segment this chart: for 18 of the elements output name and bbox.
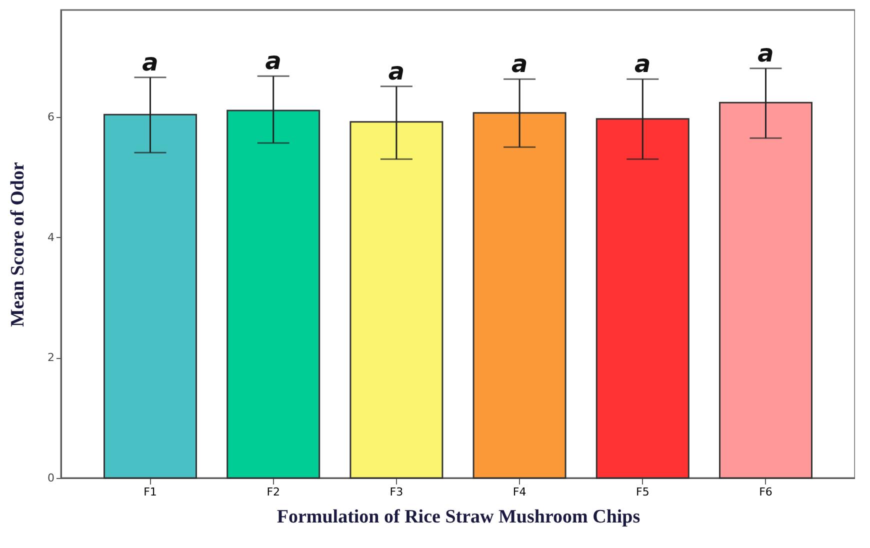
- annotation: a: [511, 50, 528, 78]
- annotation: a: [142, 48, 158, 76]
- y-axis-title: Mean Score of Odor: [8, 162, 28, 327]
- annotation: a: [265, 47, 282, 76]
- y-tick-label: 6: [48, 110, 54, 124]
- y-tick-label: 4: [48, 230, 54, 244]
- annotation: a: [388, 57, 405, 86]
- y-tick-label: 0: [48, 472, 54, 484]
- x-tick-label: F2: [266, 486, 280, 498]
- x-tick-label: F1: [144, 486, 157, 498]
- x-tick-label: F6: [759, 486, 772, 498]
- x-axis-title: Formulation of Rice Straw Mushroom Chips: [276, 506, 640, 528]
- annotation: a: [634, 50, 651, 78]
- y-tick-label: 2: [48, 351, 54, 364]
- annotation: a: [758, 39, 774, 68]
- x-tick-label: F4: [512, 486, 526, 498]
- x-tick-label: F5: [636, 486, 650, 498]
- x-tick-label: F3: [390, 486, 404, 498]
